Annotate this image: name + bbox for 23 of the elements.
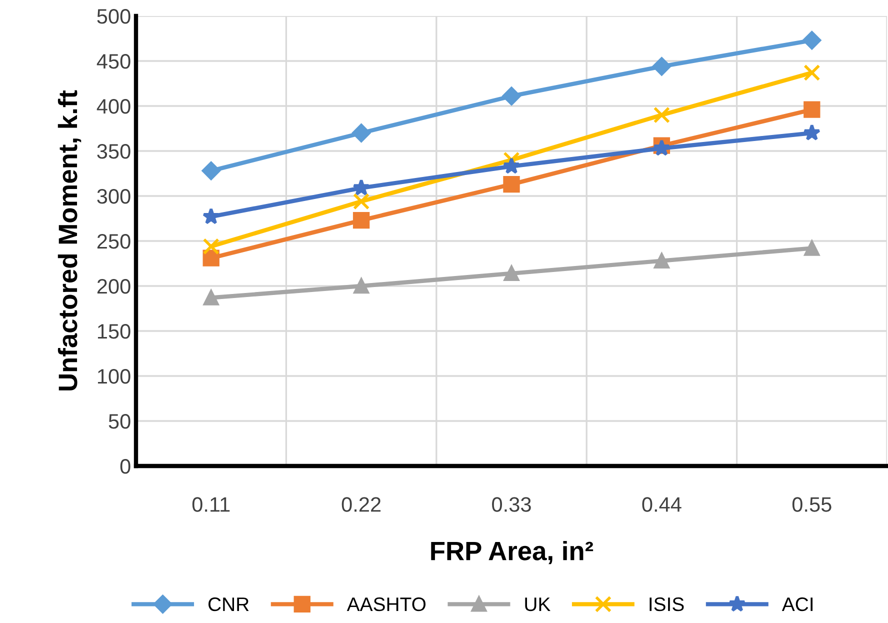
y-tick-label: 200 [97, 279, 130, 294]
y-axis-title: Unfactored Moment, k.ft [58, 90, 82, 390]
y-tick-label: 0 [120, 459, 130, 474]
y-tick-label: 500 [97, 9, 130, 24]
legend-label: UK [525, 598, 550, 612]
y-tick-label: 100 [98, 369, 130, 384]
y-tick-label: 450 [96, 54, 130, 69]
x-tick-label: 0.11 [192, 497, 230, 512]
x-axis-title: FRP Area, in² [431, 540, 594, 564]
legend-label: AASHTO [346, 597, 426, 612]
y-tick-label: 50 [108, 414, 130, 429]
legend-label: CNR [208, 597, 249, 612]
x-tick-label: 0.22 [342, 497, 381, 512]
x-tick-label: 0.44 [642, 497, 682, 512]
x-tick-label: 0.55 [792, 497, 832, 512]
y-tick-label: 300 [97, 189, 130, 204]
legend-label: ISIS [650, 597, 684, 612]
y-tick-label: 400 [96, 99, 130, 114]
y-tick-label: 150 [98, 324, 130, 339]
x-tick-label: 0.33 [492, 497, 531, 512]
y-tick-label: 250 [97, 234, 130, 249]
y-tick-label: 350 [97, 144, 130, 159]
legend-label: ACI [782, 597, 812, 612]
